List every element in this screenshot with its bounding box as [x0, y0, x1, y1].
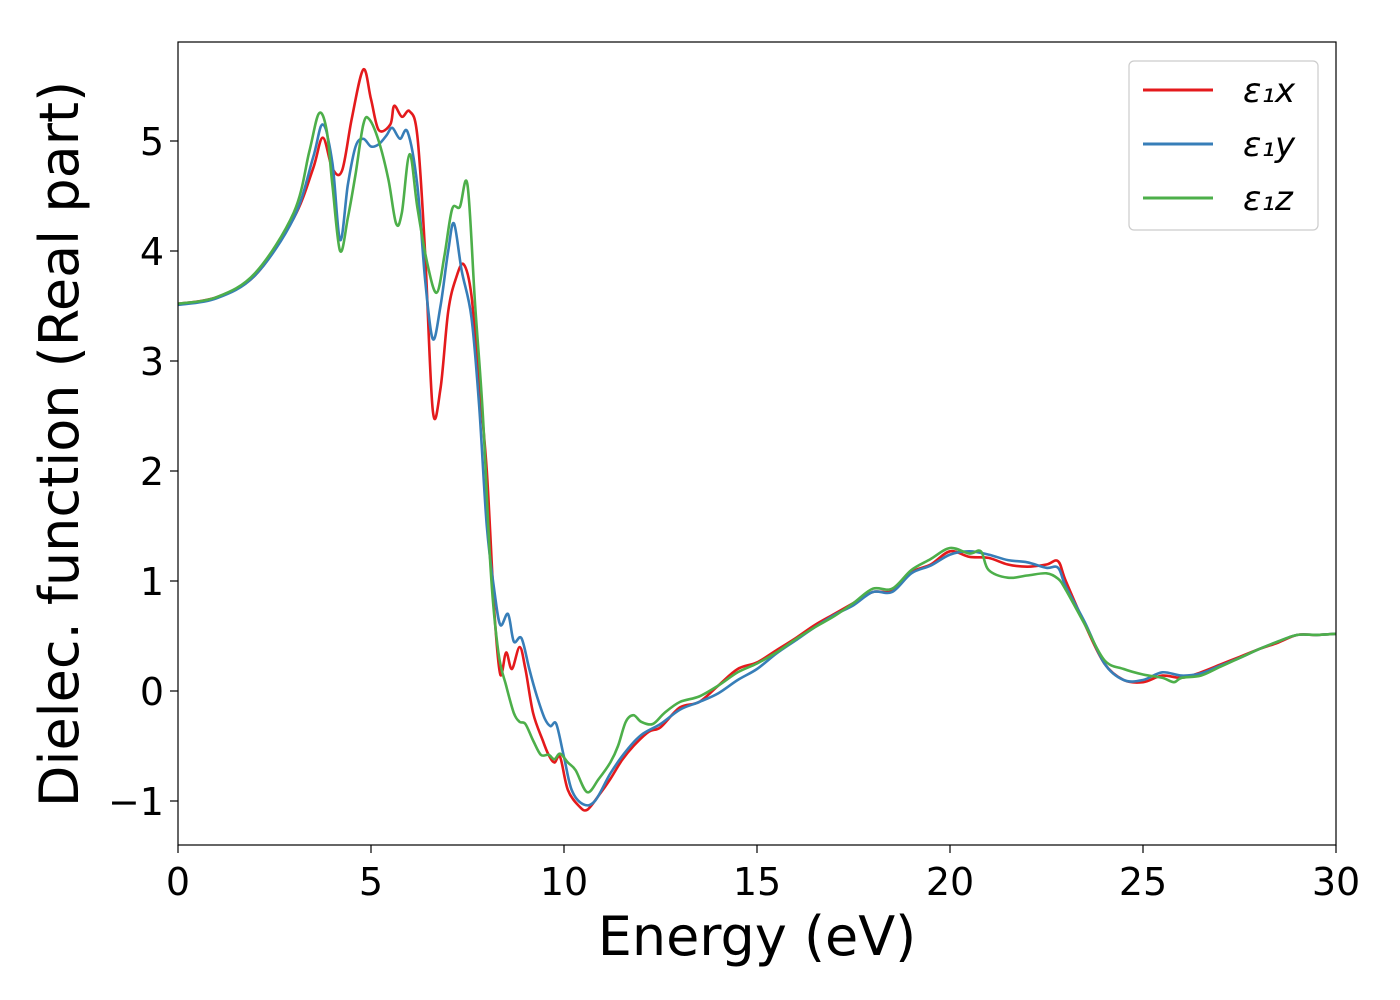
y-tick-label: 3	[140, 340, 164, 384]
legend: ε₁x ε₁y ε₁z	[1128, 60, 1319, 231]
x-tick-label: 25	[1119, 860, 1167, 904]
y-tick-label: 5	[140, 120, 164, 164]
x-tick-label: 15	[733, 860, 781, 904]
legend-label-2: ε₁z	[1243, 179, 1294, 219]
y-axis-ticks: −1 0 1 2 3 4 5	[108, 120, 178, 824]
legend-label-1: ε₁y	[1243, 125, 1296, 165]
legend-label-0: ε₁x	[1243, 71, 1296, 111]
y-tick-label: 4	[140, 230, 164, 274]
x-tick-label: 30	[1312, 860, 1360, 904]
x-tick-label: 5	[359, 860, 383, 904]
y-tick-label: 1	[140, 560, 164, 604]
y-axis-title: Dielec. function (Real part)	[28, 81, 91, 807]
x-axis-title: Energy (eV)	[598, 905, 917, 968]
y-tick-label: 2	[140, 450, 164, 494]
legend-box	[1128, 60, 1319, 231]
y-tick-label: 0	[140, 670, 164, 714]
x-tick-label: 10	[540, 860, 588, 904]
x-tick-label: 0	[166, 860, 190, 904]
x-tick-label: 20	[926, 860, 974, 904]
series-line-2	[178, 111, 1336, 794]
y-tick-label: −1	[108, 780, 164, 824]
x-axis-ticks: 0 5 10 15 20 25 30	[166, 845, 1360, 904]
series-layer	[178, 68, 1336, 812]
